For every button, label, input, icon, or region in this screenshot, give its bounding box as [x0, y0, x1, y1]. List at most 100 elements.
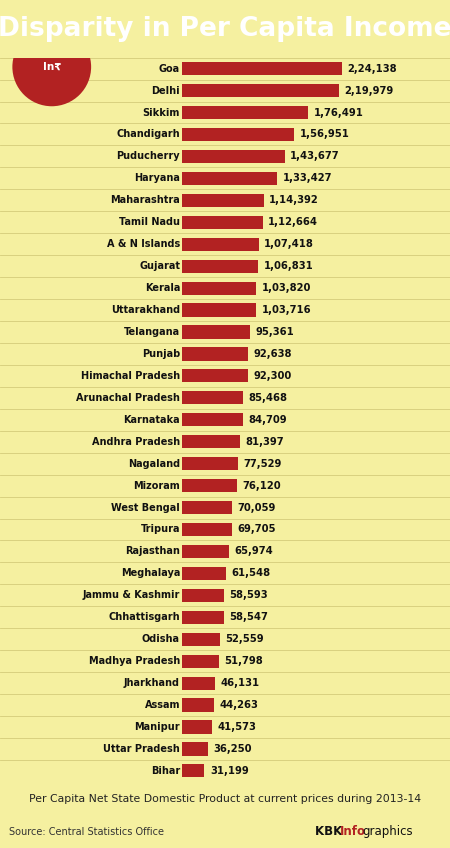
Bar: [182, 413, 243, 427]
Text: Gujarat: Gujarat: [139, 261, 180, 271]
Bar: [182, 435, 240, 449]
Text: Arunachal Pradesh: Arunachal Pradesh: [76, 393, 180, 403]
Bar: [182, 369, 248, 382]
Bar: [182, 677, 215, 689]
Text: Karnataka: Karnataka: [123, 415, 180, 425]
Text: A & N Islands: A & N Islands: [107, 239, 180, 249]
Text: Goa: Goa: [159, 64, 180, 74]
Bar: [182, 764, 204, 778]
Text: 51,798: 51,798: [225, 656, 263, 667]
Bar: [182, 84, 339, 98]
Text: Madhya Pradesh: Madhya Pradesh: [89, 656, 180, 667]
Text: Haryana: Haryana: [134, 173, 180, 183]
Text: Chhattisgarh: Chhattisgarh: [108, 612, 180, 622]
Text: Puducherry: Puducherry: [117, 152, 180, 161]
Text: 1,14,392: 1,14,392: [269, 195, 319, 205]
Text: Manipur: Manipur: [135, 722, 180, 732]
Text: Jharkhand: Jharkhand: [124, 678, 180, 688]
Text: Bihar: Bihar: [151, 766, 180, 776]
Text: Uttarakhand: Uttarakhand: [111, 305, 180, 315]
Text: Info: Info: [340, 825, 366, 839]
Text: Kerala: Kerala: [144, 283, 180, 293]
Ellipse shape: [13, 27, 91, 106]
Bar: [182, 304, 256, 316]
Text: Tripura: Tripura: [140, 524, 180, 534]
Text: Himachal Pradesh: Himachal Pradesh: [81, 371, 180, 381]
Bar: [182, 282, 256, 294]
Text: 65,974: 65,974: [234, 546, 274, 556]
Bar: [182, 589, 224, 602]
Text: KBK: KBK: [315, 825, 346, 839]
Text: Odisha: Odisha: [142, 634, 180, 644]
Text: 46,131: 46,131: [220, 678, 260, 688]
Text: Uttar Pradesh: Uttar Pradesh: [103, 744, 180, 754]
Text: 85,468: 85,468: [248, 393, 288, 403]
Text: 61,548: 61,548: [231, 568, 270, 578]
Text: Source: Central Statistics Office: Source: Central Statistics Office: [9, 827, 164, 837]
Bar: [182, 479, 237, 492]
Bar: [182, 237, 259, 251]
Text: Meghalaya: Meghalaya: [121, 568, 180, 578]
Text: West Bengal: West Bengal: [111, 503, 180, 512]
Text: 92,638: 92,638: [254, 349, 292, 359]
Bar: [182, 348, 248, 360]
Text: 2,24,138: 2,24,138: [347, 64, 397, 74]
Bar: [182, 611, 224, 624]
Text: 92,300: 92,300: [253, 371, 292, 381]
Text: 31,199: 31,199: [210, 766, 249, 776]
Text: Andhra Pradesh: Andhra Pradesh: [92, 437, 180, 447]
Bar: [182, 721, 212, 734]
Text: 58,593: 58,593: [230, 590, 268, 600]
Text: Rajasthan: Rajasthan: [125, 546, 180, 556]
Text: Per Capita Net State Domestic Product at current prices during 2013-14: Per Capita Net State Domestic Product at…: [29, 794, 421, 804]
Bar: [182, 633, 220, 646]
Text: Tamil Nadu: Tamil Nadu: [119, 217, 180, 227]
Text: In₹: In₹: [42, 62, 61, 72]
Text: 1,12,664: 1,12,664: [268, 217, 318, 227]
Text: 1,07,418: 1,07,418: [264, 239, 314, 249]
Text: 84,709: 84,709: [248, 415, 287, 425]
Text: Delhi: Delhi: [151, 86, 180, 96]
Text: 1,76,491: 1,76,491: [314, 108, 363, 118]
Text: 76,120: 76,120: [242, 481, 280, 491]
Text: 36,250: 36,250: [213, 744, 252, 754]
Text: Jammu & Kashmir: Jammu & Kashmir: [83, 590, 180, 600]
Text: 1,33,427: 1,33,427: [283, 173, 332, 183]
Text: 81,397: 81,397: [246, 437, 284, 447]
Text: Nagaland: Nagaland: [128, 459, 180, 469]
Bar: [182, 128, 294, 141]
Text: graphics: graphics: [362, 825, 413, 839]
Text: 1,43,677: 1,43,677: [290, 152, 340, 161]
Bar: [182, 193, 264, 207]
Text: 1,56,951: 1,56,951: [300, 130, 349, 139]
Text: Punjab: Punjab: [142, 349, 180, 359]
Bar: [182, 106, 308, 119]
Bar: [182, 742, 208, 756]
Bar: [182, 215, 262, 229]
Text: 1,03,716: 1,03,716: [261, 305, 311, 315]
Bar: [182, 501, 232, 514]
Text: Telangana: Telangana: [124, 327, 180, 337]
Bar: [182, 545, 229, 558]
Bar: [182, 523, 232, 536]
Bar: [182, 699, 214, 711]
Bar: [182, 326, 250, 338]
Bar: [182, 655, 219, 667]
Text: 95,361: 95,361: [256, 327, 294, 337]
Bar: [182, 457, 238, 471]
Text: 58,547: 58,547: [230, 612, 268, 622]
Text: Chandigarh: Chandigarh: [117, 130, 180, 139]
Text: 69,705: 69,705: [237, 524, 276, 534]
Text: Maharashtra: Maharashtra: [110, 195, 180, 205]
Text: 77,529: 77,529: [243, 459, 281, 469]
Bar: [182, 150, 285, 163]
Text: 70,059: 70,059: [238, 503, 276, 512]
Text: Sikkim: Sikkim: [143, 108, 180, 118]
Bar: [182, 566, 226, 580]
Text: Assam: Assam: [144, 700, 180, 710]
Text: 1,03,820: 1,03,820: [261, 283, 311, 293]
Bar: [182, 172, 277, 185]
Bar: [182, 391, 243, 404]
Text: Disparity in Per Capita Income: Disparity in Per Capita Income: [0, 16, 450, 42]
Text: 52,559: 52,559: [225, 634, 264, 644]
